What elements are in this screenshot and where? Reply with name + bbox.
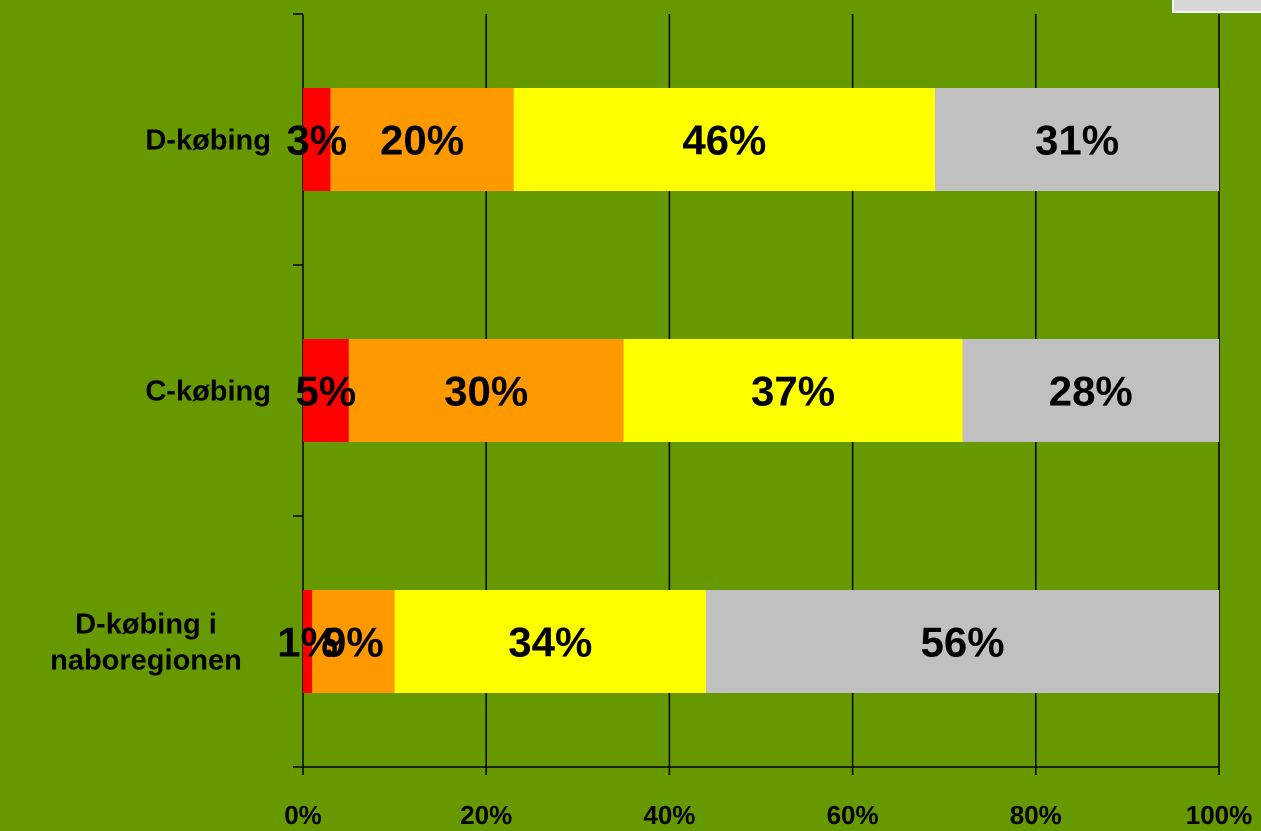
bar-value-label: 46% — [682, 117, 766, 164]
category-label-line: naboregionen — [50, 645, 242, 677]
category-label-line: D-købing — [145, 125, 271, 157]
bar-value-label: 30% — [444, 368, 528, 415]
category-label: D-købing — [145, 125, 271, 157]
corner-box — [1172, 0, 1261, 13]
category-label: D-købing i naboregionen — [50, 609, 242, 677]
bar-segment — [312, 590, 395, 693]
x-tick-label: 80% — [1010, 800, 1062, 830]
bar-value-label: 37% — [751, 368, 835, 415]
x-tick-label: 100% — [1186, 800, 1253, 830]
x-tick-label: 60% — [827, 800, 879, 830]
bar-value-label: 9% — [323, 619, 384, 666]
bar-segment — [348, 339, 624, 442]
bar-segment — [513, 88, 936, 191]
bar-value-label: 20% — [380, 117, 464, 164]
bar-segment — [330, 88, 514, 191]
bar-value-label: 5% — [296, 368, 357, 415]
bar-segment — [623, 339, 963, 442]
x-tick-label: 0% — [284, 800, 322, 830]
bar-value-label: 28% — [1049, 368, 1133, 415]
bar-value-label: 3% — [286, 117, 347, 164]
x-tick-label: 40% — [643, 800, 695, 830]
category-label: C-købing — [145, 376, 271, 408]
category-label-line: D-købing i — [75, 609, 217, 641]
bar-segment — [303, 590, 313, 693]
bar-segment — [303, 88, 331, 191]
bar-value-labels: 3% 20% 46% 31% 5% 30% 37% 28% 1%9% 34% 56% — [277, 117, 1133, 666]
bar-value-label: 34% — [508, 619, 592, 666]
bar-segment — [706, 590, 1219, 693]
x-tick-label: 20% — [460, 800, 512, 830]
bar-value-label: 1% — [277, 619, 338, 666]
bar-segment — [394, 590, 707, 693]
bar-segments — [303, 88, 1219, 693]
category-label-line: C-købing — [145, 376, 271, 408]
bar-segment — [935, 88, 1219, 191]
bar-segment — [303, 339, 349, 442]
bar-value-label: 56% — [920, 619, 1004, 666]
bar-value-label: 31% — [1035, 117, 1119, 164]
bar-segment — [962, 339, 1219, 442]
